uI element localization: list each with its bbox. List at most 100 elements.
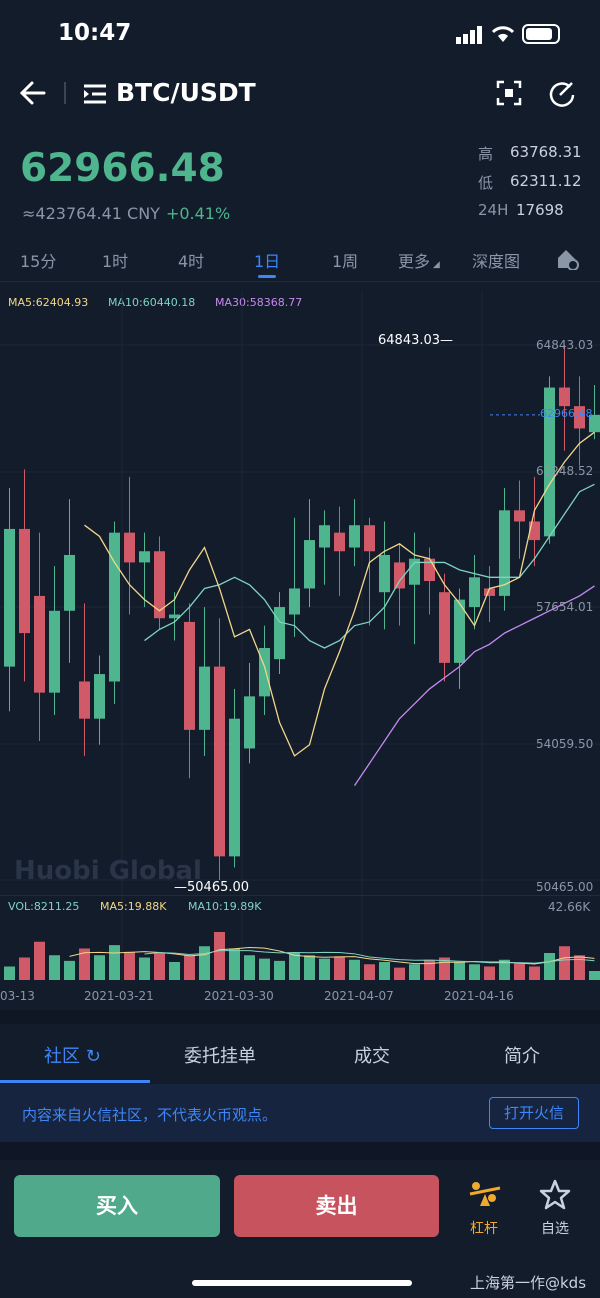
- volume-bar-29: [439, 957, 450, 980]
- favorite-label[interactable]: 自选: [541, 1221, 569, 1237]
- status-time: 10:47: [58, 20, 132, 46]
- vol-ma10-line: [144, 950, 595, 964]
- interval-tabs: 15分 1时 4时 1日 1周 更多 ◢ 深度图: [0, 248, 600, 278]
- candle-body-14: [214, 666, 225, 857]
- volume-bar-7: [109, 945, 120, 980]
- volume-bar-21: [319, 958, 330, 980]
- max-price-label: 64843.03—: [378, 333, 454, 348]
- volume-bar-38: [574, 955, 585, 980]
- volume-bar-10: [154, 952, 165, 980]
- tab-community[interactable]: 社区 ↻: [44, 1046, 101, 1067]
- ma5-label: MA5:62404.93: [8, 296, 89, 309]
- refresh-icon: ↻: [85, 1046, 101, 1067]
- volume-bar-34: [514, 963, 525, 980]
- candle-body-12: [184, 621, 195, 730]
- volume-bar-27: [409, 964, 420, 980]
- candle-body-0: [4, 528, 15, 667]
- kline-chart[interactable]: [0, 282, 600, 1010]
- tab-1d[interactable]: 1日: [254, 248, 280, 278]
- candle-body-4: [64, 554, 75, 611]
- volume-bar-5: [79, 948, 90, 980]
- candle-body-35: [529, 521, 540, 541]
- tab-4h[interactable]: 4时: [178, 252, 205, 271]
- candle-body-23: [349, 525, 360, 548]
- chart-settings-icon[interactable]: [556, 248, 580, 270]
- volume-bar-33: [499, 959, 510, 980]
- tab-intro[interactable]: 简介: [504, 1046, 540, 1067]
- open-huoxin-button[interactable]: 打开火信: [489, 1097, 579, 1129]
- screenshot-icon[interactable]: [496, 80, 522, 106]
- volume-bar-28: [424, 959, 435, 980]
- tab-15m[interactable]: 15分: [20, 252, 57, 271]
- tab-trades[interactable]: 成交: [354, 1046, 390, 1067]
- candle-body-16: [244, 696, 255, 749]
- volume-bar-15: [229, 948, 240, 980]
- vol-ma10-label: MA10:19.89K: [188, 900, 262, 913]
- last-price: 62966.48: [20, 146, 225, 191]
- ma30-line: [353, 585, 595, 787]
- candle-body-29: [439, 592, 450, 663]
- share-icon[interactable]: [548, 79, 576, 107]
- candle-body-37: [559, 387, 570, 407]
- volume-bar-12: [184, 955, 195, 980]
- volume-bar-26: [394, 967, 405, 980]
- volume-bar-13: [199, 946, 210, 980]
- leverage-icon[interactable]: [468, 1180, 502, 1210]
- x-label-2: 2021-03-21: [84, 989, 154, 1003]
- ticker-stats: 高 63768.31 低 62311.12 24H 17698: [478, 143, 582, 219]
- nav-divider: [64, 82, 66, 104]
- volume-bar-4: [64, 960, 75, 980]
- ma10-label: MA10:60440.18: [108, 296, 196, 309]
- volume-bar-30: [454, 961, 465, 980]
- candlestick-svg[interactable]: [0, 282, 600, 1010]
- y-label-2: 61248.52: [536, 464, 594, 478]
- y-label-5: 50465.00: [536, 880, 594, 894]
- candle-body-38: [574, 406, 585, 429]
- tab-orders[interactable]: 委托挂单: [184, 1046, 256, 1067]
- candle-body-26: [394, 562, 405, 589]
- notice-text: 内容来自火信社区，不代表火币观点。: [22, 1106, 278, 1124]
- section-gap-2: [0, 1142, 600, 1160]
- buy-button[interactable]: 买入: [14, 1175, 220, 1237]
- x-label-1: 03-13: [0, 989, 35, 1003]
- pair-title[interactable]: BTC/USDT: [116, 78, 256, 107]
- volume-bar-2: [34, 941, 45, 980]
- volume-bar-24: [364, 964, 375, 980]
- tab-1h[interactable]: 1时: [102, 252, 129, 271]
- vol-divider: [0, 895, 600, 896]
- volume-bar-23: [349, 959, 360, 980]
- notice-banner: [0, 1084, 600, 1142]
- tab-more[interactable]: 更多 ◢: [398, 252, 440, 271]
- tab-1w[interactable]: 1周: [332, 252, 359, 271]
- candle-body-18: [274, 607, 285, 660]
- volume-bar-25: [379, 961, 390, 980]
- menu-list-icon[interactable]: [84, 84, 108, 104]
- x-label-5: 2021-04-16: [444, 989, 514, 1003]
- section-gap: [0, 1010, 600, 1024]
- change-percent: +0.41%: [165, 204, 231, 223]
- candle-body-33: [499, 510, 510, 596]
- volume-bar-6: [94, 955, 105, 980]
- x-label-4: 2021-04-07: [324, 989, 394, 1003]
- price-cny: ≈423764.41 CNY +0.41%: [22, 204, 231, 223]
- sell-button[interactable]: 卖出: [234, 1175, 439, 1237]
- tab-depth[interactable]: 深度图: [472, 252, 521, 271]
- candle-body-27: [409, 558, 420, 585]
- back-arrow-icon[interactable]: [18, 80, 46, 106]
- volume-bar-32: [484, 966, 495, 980]
- candle-body-6: [94, 674, 105, 719]
- candle-body-9: [139, 551, 150, 563]
- candle-body-13: [199, 666, 210, 730]
- volume-bar-1: [19, 957, 30, 980]
- battery-icon: [522, 24, 560, 44]
- triangle-down-icon: ◢: [430, 260, 440, 270]
- candle-body-10: [154, 551, 165, 619]
- tab-underline: [0, 1080, 150, 1083]
- candle-body-39: [589, 414, 600, 433]
- signal-icon: [456, 26, 482, 44]
- wifi-icon: [491, 26, 515, 42]
- star-icon[interactable]: [538, 1178, 572, 1212]
- candle-body-7: [109, 532, 120, 682]
- leverage-label[interactable]: 杠杆: [470, 1221, 498, 1237]
- home-indicator[interactable]: [192, 1280, 412, 1286]
